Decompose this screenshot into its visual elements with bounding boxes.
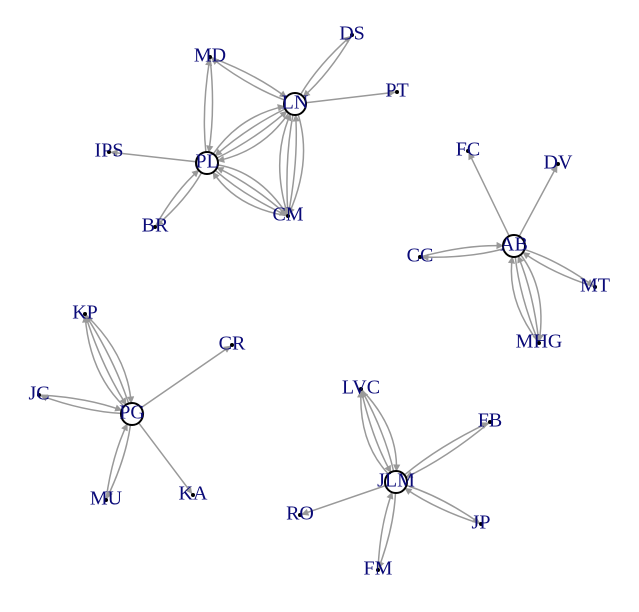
edge-PG-KA xyxy=(139,423,192,494)
node-MHG xyxy=(537,341,541,345)
node-JP xyxy=(479,522,483,526)
edge-JLM-LVC xyxy=(361,391,390,472)
edge-PL-IPS xyxy=(111,152,196,162)
edge-LN-CM xyxy=(287,115,293,214)
edge-PL-MD xyxy=(204,59,209,152)
edge-PG-CR xyxy=(141,346,230,408)
node-KP xyxy=(83,312,87,316)
edge-PL-BR xyxy=(156,170,199,225)
edge-JLM-FM xyxy=(379,493,396,568)
node-PL xyxy=(196,152,218,174)
edge-JLM-JP xyxy=(406,485,479,522)
edge-AB-MT xyxy=(523,252,593,286)
node-DS xyxy=(350,33,354,37)
edge-AB-DV xyxy=(519,166,557,237)
edge-PL-MD xyxy=(209,59,213,152)
node-MU xyxy=(104,498,108,502)
network-diagram: PLLNMDDSPTCMBRIPSABFCDVCCMTMHGPGKPCRJCMU… xyxy=(0,0,639,612)
node-FC xyxy=(466,149,470,153)
node-PT xyxy=(395,90,399,94)
node-DV xyxy=(556,162,560,166)
node-KA xyxy=(191,493,195,497)
node-AB xyxy=(503,235,525,257)
edge-PG-MU xyxy=(107,425,131,498)
edge-PL-BR xyxy=(157,173,202,226)
edge-PL-CM xyxy=(217,168,287,215)
edge-PG-JC xyxy=(41,396,121,414)
node-BR xyxy=(153,225,157,229)
node-IPS xyxy=(107,150,111,154)
node-CC xyxy=(418,255,422,259)
node-RO xyxy=(298,513,302,517)
node-JC xyxy=(37,393,41,397)
node-FB xyxy=(488,420,492,424)
node-LN xyxy=(284,93,306,115)
edge-AB-FC xyxy=(469,153,509,236)
edge-PG-KP xyxy=(86,316,129,404)
edge-JLM-FB xyxy=(406,423,489,477)
edge-LN-DS xyxy=(303,37,351,97)
edge-JLM-RO xyxy=(302,486,386,515)
edge-AB-CC xyxy=(422,246,503,257)
edge-LN-MD xyxy=(212,58,286,98)
edge-JLM-JP xyxy=(405,488,479,523)
node-LVC xyxy=(359,387,363,391)
edge-LN-PT xyxy=(306,92,395,102)
node-CM xyxy=(286,214,290,218)
node-CR xyxy=(230,343,234,347)
edge-AB-MHG xyxy=(515,257,538,341)
edge-LN-CM xyxy=(280,114,291,214)
node-PG xyxy=(121,403,143,425)
edge-LN-DS xyxy=(301,36,351,94)
node-JLM xyxy=(385,471,407,493)
edge-LN-MD xyxy=(212,58,285,100)
edge-JLM-FB xyxy=(404,423,488,475)
node-MD xyxy=(208,55,212,59)
node-MT xyxy=(593,285,597,289)
node-FM xyxy=(376,568,380,572)
edge-PG-MU xyxy=(106,424,127,498)
